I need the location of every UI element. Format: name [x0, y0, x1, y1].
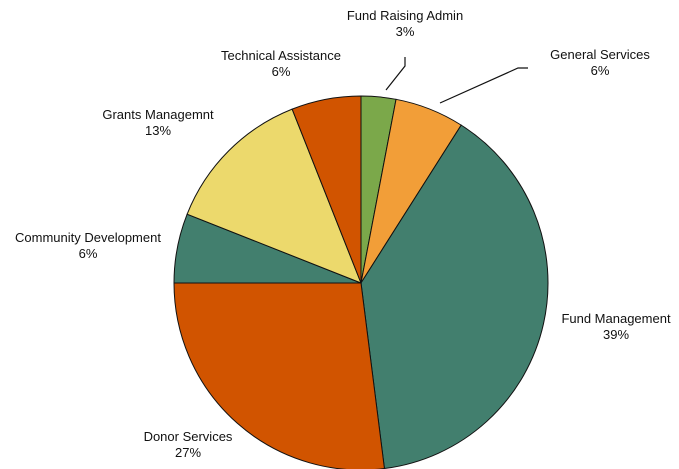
- slice-value-label: 3%: [396, 24, 415, 39]
- slice-label: Grants Managemnt: [102, 107, 214, 122]
- pie-slice: [360, 124, 549, 469]
- pie-slice: [291, 95, 362, 284]
- slice-value-label: 6%: [272, 64, 291, 79]
- leader-line: [385, 57, 406, 91]
- slice-label: Technical Assistance: [221, 48, 341, 63]
- slice-value-label: 27%: [175, 445, 201, 460]
- slice-value-label: 39%: [603, 327, 629, 342]
- slice-label: Fund Raising Admin: [347, 8, 463, 23]
- slice-value-label: 6%: [79, 246, 98, 261]
- slice-value-label: 6%: [591, 63, 610, 78]
- pie-slice: [173, 282, 385, 469]
- slice-label: Donor Services: [144, 429, 233, 444]
- slice-label: Community Development: [15, 230, 161, 245]
- slice-value-label: 13%: [145, 123, 171, 138]
- slice-label: Fund Management: [561, 311, 671, 326]
- pie-slice: [186, 108, 362, 284]
- leader-line: [439, 67, 528, 104]
- slice-label: General Services: [550, 47, 650, 62]
